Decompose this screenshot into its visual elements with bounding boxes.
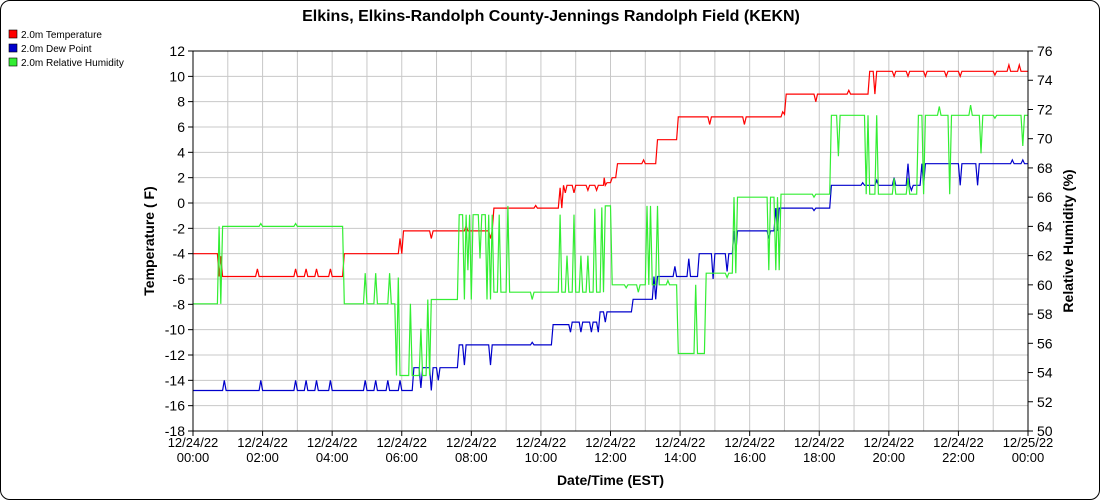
- legend: 2.0m Temperature 2.0m Dew Point 2.0m Relat…: [8, 29, 124, 69]
- y-tick-label: -4: [173, 246, 186, 262]
- x-tick-label-date: 12/24/22: [516, 435, 567, 450]
- y2-tick-label: 76: [1037, 43, 1053, 59]
- y-tick-label: 6: [177, 119, 185, 135]
- x-axis-title: Date/Time (EST): [557, 472, 664, 488]
- x-axis-ticks: 12/24/2200:0012/24/2202:0012/24/2204:001…: [168, 431, 1054, 465]
- y2-tick-label: 56: [1037, 335, 1053, 351]
- y-axis-ticks: -18 -16 -14 -12 -10 -8 -6 -4 -2 0 2 4 6 8 10 12: [165, 43, 193, 439]
- y2-tick-label: 54: [1037, 365, 1053, 381]
- y-tick-label: 8: [177, 94, 185, 110]
- y-tick-label: -16: [165, 398, 185, 414]
- y-tick-label: -14: [165, 372, 185, 388]
- chart-title: Elkins, Elkins-Randolph County-Jennings …: [302, 8, 800, 25]
- legend-swatch: [8, 43, 18, 53]
- x-tick-label-time: 02:00: [246, 450, 279, 465]
- y-tick-label: 10: [169, 68, 185, 84]
- y2-tick-label: 60: [1037, 277, 1053, 293]
- y2-tick-label: 64: [1037, 218, 1053, 234]
- x-tick-label-time: 06:00: [385, 450, 418, 465]
- y2-axis-title: Relative Humidity (%): [1060, 169, 1076, 312]
- x-tick-label-time: 18:00: [803, 450, 836, 465]
- y-tick-label: 4: [177, 144, 185, 160]
- x-tick-label-date: 12/24/22: [864, 435, 915, 450]
- x-tick-label-date: 12/24/22: [794, 435, 845, 450]
- legend-swatch: [8, 57, 18, 67]
- x-tick-label-date: 12/24/22: [307, 435, 358, 450]
- legend-label: 2.0m Dew Point: [21, 44, 92, 55]
- x-tick-label-time: 22:00: [942, 450, 975, 465]
- x-tick-label-time: 16:00: [733, 450, 766, 465]
- x-tick-label-time: 10:00: [525, 450, 558, 465]
- y2-tick-label: 72: [1037, 101, 1053, 117]
- x-tick-label-date: 12/25/22: [1003, 435, 1054, 450]
- y-tick-label: -18: [165, 423, 185, 439]
- x-tick-label-time: 04:00: [316, 450, 349, 465]
- x-tick-label-time: 00:00: [1012, 450, 1045, 465]
- series-line-3: [193, 105, 1028, 377]
- y2-tick-label: 74: [1037, 72, 1053, 88]
- y2-axis-ticks: 50 52 54 56 58 60 62 64 66 68 70 72 74 76: [1028, 43, 1053, 439]
- legend-label: 2.0m Temperature: [21, 30, 102, 41]
- y-axis-title: Temperature ( F): [141, 186, 157, 295]
- x-tick-label-time: 12:00: [594, 450, 627, 465]
- y2-tick-label: 52: [1037, 394, 1053, 410]
- series-line-1: [193, 62, 1028, 278]
- y-tick-label: -10: [165, 322, 185, 338]
- y2-tick-label: 68: [1037, 160, 1053, 176]
- x-tick-label-time: 00:00: [177, 450, 210, 465]
- x-tick-label-date: 12/24/22: [237, 435, 288, 450]
- y2-tick-label: 62: [1037, 248, 1053, 264]
- legend-label: 2.0m Relative Humidity: [21, 58, 124, 69]
- y2-tick-label: 70: [1037, 131, 1053, 147]
- x-tick-label-date: 12/24/22: [376, 435, 427, 450]
- x-tick-label-time: 08:00: [455, 450, 488, 465]
- legend-swatch: [8, 29, 18, 39]
- x-tick-label-date: 12/24/22: [585, 435, 636, 450]
- y-tick-label: -6: [173, 271, 186, 287]
- y-tick-label: -12: [165, 347, 185, 363]
- x-tick-label-date: 12/24/22: [655, 435, 706, 450]
- x-tick-label-date: 12/24/22: [933, 435, 984, 450]
- x-tick-label-date: 12/24/22: [168, 435, 219, 450]
- series-lines: [193, 62, 1028, 392]
- y-tick-label: 12: [169, 43, 185, 59]
- x-tick-label-date: 12/24/22: [724, 435, 775, 450]
- x-tick-label-date: 12/24/22: [446, 435, 497, 450]
- x-tick-label-time: 14:00: [664, 450, 697, 465]
- y2-tick-label: 50: [1037, 423, 1053, 439]
- x-tick-label-time: 20:00: [873, 450, 906, 465]
- y-tick-label: 2: [177, 170, 185, 186]
- y-tick-label: -2: [173, 220, 186, 236]
- y2-tick-label: 66: [1037, 189, 1053, 205]
- grid-lines: [192, 50, 1029, 432]
- y-tick-label: -8: [173, 296, 186, 312]
- y-tick-label: 0: [177, 195, 185, 211]
- y2-tick-label: 58: [1037, 306, 1053, 322]
